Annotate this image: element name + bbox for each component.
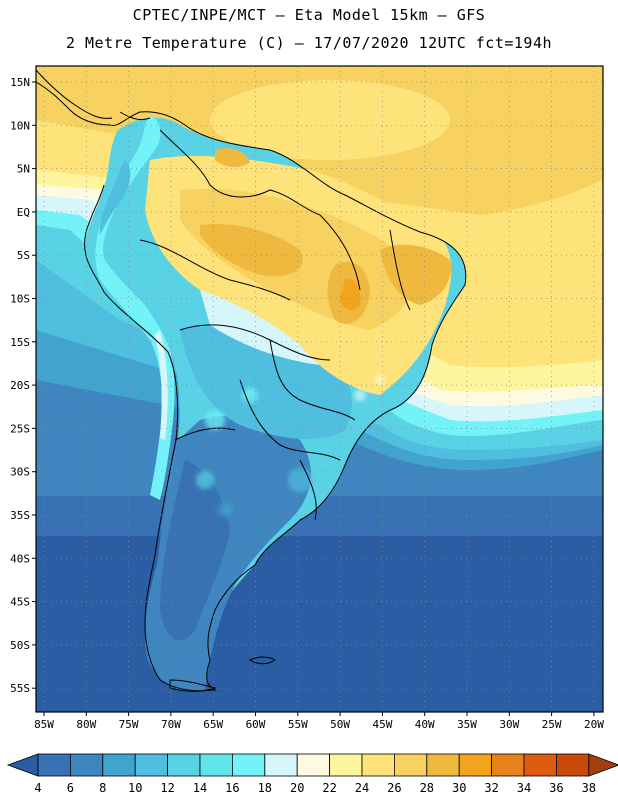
colorbar-label: 30 [452, 781, 466, 795]
colorbar-label: 38 [582, 781, 596, 795]
colorbar-swatch [491, 753, 525, 777]
lon-label: 60W [246, 718, 266, 731]
colorbar-swatch [70, 753, 104, 777]
colorbar-label: 24 [355, 781, 369, 795]
lon-label: 40W [415, 718, 435, 731]
colorbar-swatch [264, 753, 298, 777]
lon-label: 55W [288, 718, 308, 731]
colorbar-label: 14 [193, 781, 207, 795]
lon-label: 30W [499, 718, 519, 731]
lon-label: 25W [542, 718, 562, 731]
lat-label: 15N [10, 76, 30, 89]
colorbar-swatch [231, 753, 266, 777]
colorbar-swatch [167, 753, 201, 777]
lat-label: 5S [17, 249, 30, 262]
colorbar-swatch [199, 753, 233, 777]
lat-label: 5N [17, 163, 30, 176]
map-title-line1: CPTEC/INPE/MCT – Eta Model 15km – GFS [132, 6, 486, 24]
colorbar-swatch [426, 753, 460, 777]
colorbar-label: 22 [322, 781, 336, 795]
colorbar-label: 8 [99, 781, 106, 795]
colorbar-swatch [329, 753, 363, 777]
lat-label: 40S [10, 552, 30, 565]
colorbar-label: 26 [387, 781, 401, 795]
colorbar-label: 6 [67, 781, 74, 795]
lon-label: 80W [76, 718, 96, 731]
colorbar-label: 20 [290, 781, 304, 795]
lon-label: 65W [203, 718, 223, 731]
lat-label: 35S [10, 509, 30, 522]
lon-label: 35W [457, 718, 477, 731]
colorbar-swatch [458, 753, 493, 777]
lon-label: 75W [119, 718, 139, 731]
colorbar-label: 28 [420, 781, 434, 795]
map-title-line2: 2 Metre Temperature (C) – 17/07/2020 12U… [65, 34, 553, 52]
lat-label: 25S [10, 422, 30, 435]
colorbar-label: 12 [160, 781, 174, 795]
lat-label: 55S [10, 682, 30, 695]
lat-label: 20S [10, 379, 30, 392]
map-frame [35, 65, 604, 713]
lon-label: 20W [584, 718, 604, 731]
lon-label: 50W [330, 718, 350, 731]
colorbar-over-arrow-icon [588, 753, 618, 777]
colorbar-swatch [134, 753, 168, 777]
colorbar-swatch [393, 753, 428, 777]
lat-label: 10N [10, 119, 30, 132]
lat-label: 45S [10, 596, 30, 609]
colorbar-swatch [102, 753, 136, 777]
colorbar-label: 34 [517, 781, 531, 795]
colorbar-swatch [523, 753, 557, 777]
colorbar-label: 36 [549, 781, 563, 795]
colorbar: 4 6 8 10 12 14 16 18 20 22 24 26 28 30 32 34 36 38 [6, 753, 618, 795]
coastlines [36, 69, 467, 692]
lon-label: 70W [161, 718, 181, 731]
lat-label: 10S [10, 293, 30, 306]
lat-label: EQ [17, 206, 30, 219]
colorbar-swatch [361, 753, 395, 777]
colorbar-label: 32 [484, 781, 498, 795]
colorbar-swatch [556, 753, 590, 777]
colorbar-swatch [37, 753, 71, 777]
lat-label: 50S [10, 639, 30, 652]
colorbar-label: 4 [34, 781, 41, 795]
lon-label: 85W [34, 718, 54, 731]
lat-label: 30S [10, 466, 30, 479]
temperature-field [36, 66, 603, 712]
colorbar-label: 16 [225, 781, 239, 795]
colorbar-label: 10 [128, 781, 142, 795]
colorbar-label: 18 [258, 781, 272, 795]
lat-label: 15S [10, 336, 30, 349]
colorbar-under-arrow-icon [6, 753, 39, 777]
colorbar-swatch [296, 753, 331, 777]
lon-label: 45W [372, 718, 392, 731]
